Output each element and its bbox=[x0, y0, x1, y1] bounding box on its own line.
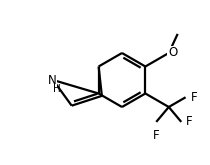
Text: N: N bbox=[48, 75, 56, 87]
Text: F: F bbox=[191, 91, 197, 104]
Text: F: F bbox=[186, 115, 193, 128]
Text: O: O bbox=[168, 47, 177, 60]
Text: F: F bbox=[153, 129, 160, 142]
Text: H: H bbox=[53, 84, 61, 94]
